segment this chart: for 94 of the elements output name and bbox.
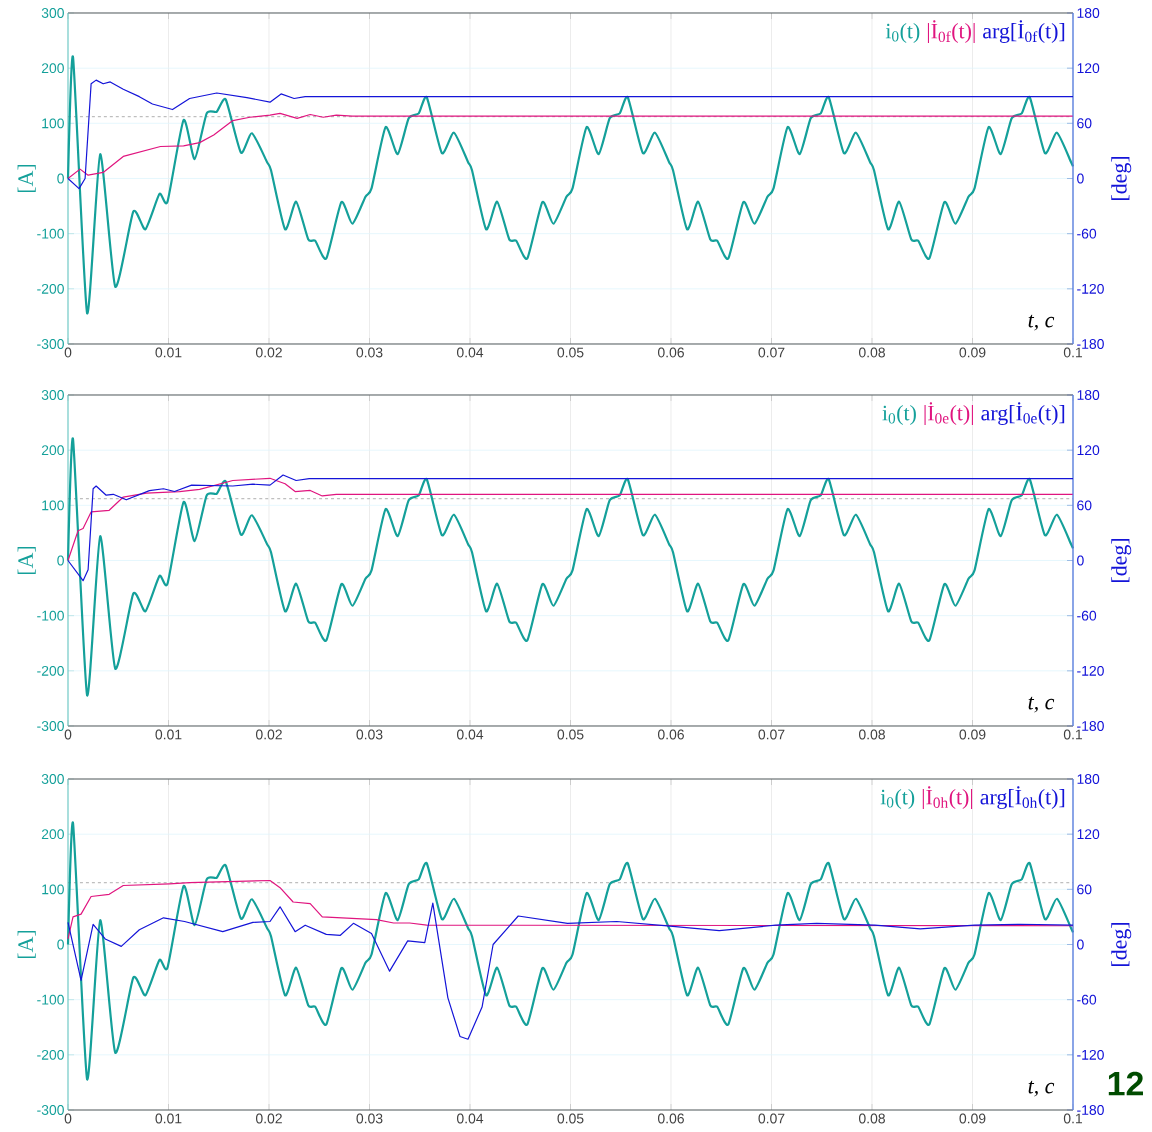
y-tick-label: -300 bbox=[37, 721, 64, 731]
y-tick-label: 100 bbox=[42, 118, 64, 129]
text: arg[İ$_{0e}$(t)] bbox=[981, 402, 1065, 425]
x-tick-label: 0.04 bbox=[456, 1113, 484, 1124]
y-tick-label: 200 bbox=[41, 829, 64, 840]
y-tick-label: -100 bbox=[37, 994, 64, 1005]
y2-tick-label: -180 bbox=[1077, 721, 1104, 731]
y-axis-title: [A] bbox=[17, 164, 36, 193]
y-tick-label: 0 bbox=[57, 555, 64, 566]
y2-tick-label: 60 bbox=[1077, 884, 1092, 895]
y-tick-label: 200 bbox=[41, 445, 64, 456]
text: i$_{0}$(t) bbox=[885, 23, 920, 43]
x-tick-label: 0.05 bbox=[557, 347, 584, 358]
y2-axis-title: [deg] bbox=[1111, 156, 1132, 200]
text: |İ$_{0e}$(t)| bbox=[924, 402, 973, 425]
y-tick-label: -300 bbox=[37, 339, 64, 349]
y2-tick-label: -120 bbox=[1077, 283, 1104, 294]
x-tick-label: 0.04 bbox=[456, 729, 484, 740]
y-tick-label: -200 bbox=[37, 1049, 64, 1060]
text: i$_{0}$(t) bbox=[880, 789, 915, 809]
x-tick-label: 0 bbox=[64, 1113, 72, 1124]
x-tick-label: 0.07 bbox=[758, 347, 785, 358]
text: |İ$_{0h}$(t)| bbox=[922, 786, 973, 809]
x-tick-label: 0.04 bbox=[456, 347, 484, 358]
x-tick-label: 0.05 bbox=[557, 1113, 584, 1124]
y2-tick-label: 60 bbox=[1077, 118, 1092, 129]
text: 12 bbox=[1108, 1071, 1143, 1096]
y-tick-label: -200 bbox=[37, 665, 64, 676]
y2-tick-label: 0 bbox=[1077, 173, 1084, 184]
y2-tick-label: 120 bbox=[1077, 829, 1100, 840]
y-tick-label: -200 bbox=[37, 283, 64, 294]
text: |İ$_{0f}$(t)| bbox=[927, 20, 975, 43]
x-tick-label: 0.01 bbox=[155, 729, 182, 740]
y-tick-label: 200 bbox=[41, 63, 64, 74]
text: i$_{0}$(t) bbox=[882, 405, 916, 425]
y2-axis-title: [deg] bbox=[1111, 923, 1132, 966]
x-tick-label: 0.03 bbox=[356, 1113, 383, 1124]
x-tick-label: 0.09 bbox=[959, 347, 986, 358]
y-tick-label: 0 bbox=[57, 173, 64, 184]
y2-tick-label: 0 bbox=[1077, 939, 1084, 950]
x-axis-title: t, c bbox=[1028, 1080, 1055, 1097]
y2-axis-title: [deg] bbox=[1111, 539, 1132, 582]
y2-tick-label: -180 bbox=[1077, 1105, 1104, 1115]
x-tick-label: 0.01 bbox=[155, 1113, 182, 1124]
x-tick-label: 0.08 bbox=[858, 347, 885, 358]
y2-tick-label: 180 bbox=[1077, 390, 1100, 400]
x-tick-label: 0.02 bbox=[255, 347, 282, 358]
y-tick-label: 100 bbox=[42, 884, 64, 895]
x-tick-label: 0.06 bbox=[657, 347, 684, 358]
x-tick-label: 0.07 bbox=[758, 1113, 785, 1124]
y2-tick-label: -180 bbox=[1077, 339, 1104, 349]
y2-tick-label: -60 bbox=[1077, 994, 1097, 1005]
y-tick-label: 100 bbox=[42, 500, 64, 511]
x-tick-label: 0.07 bbox=[758, 729, 785, 740]
y2-tick-label: 120 bbox=[1077, 63, 1100, 74]
y2-tick-label: 60 bbox=[1077, 500, 1092, 511]
x-tick-label: 0.1 bbox=[1063, 729, 1083, 740]
x-tick-label: 0.02 bbox=[255, 1113, 282, 1124]
text: arg[İ$_{0f}$(t)] bbox=[983, 20, 1065, 43]
x-tick-label: 0.08 bbox=[858, 729, 885, 740]
x-tick-label: 0.09 bbox=[959, 1113, 986, 1124]
y2-tick-label: -120 bbox=[1077, 665, 1104, 676]
x-tick-label: 0.1 bbox=[1063, 347, 1083, 358]
x-tick-label: 0.06 bbox=[657, 1113, 684, 1124]
y-tick-label: -100 bbox=[37, 228, 64, 239]
x-axis-title: t, c bbox=[1028, 696, 1055, 713]
y-tick-label: 300 bbox=[41, 390, 64, 400]
y-tick-label: 300 bbox=[41, 8, 64, 18]
y2-tick-label: 120 bbox=[1077, 445, 1100, 456]
y2-tick-label: -120 bbox=[1077, 1049, 1104, 1060]
y-axis-title: [A] bbox=[17, 546, 36, 575]
x-tick-label: 0.03 bbox=[356, 729, 383, 740]
x-tick-label: 0.08 bbox=[858, 1113, 885, 1124]
x-tick-label: 0 bbox=[64, 729, 72, 740]
x-tick-label: 0.03 bbox=[356, 347, 383, 358]
text: arg[İ$_{0h}$(t)] bbox=[980, 786, 1065, 809]
y2-tick-label: 180 bbox=[1077, 774, 1100, 784]
y-axis-title: [A] bbox=[17, 930, 36, 959]
x-tick-label: 0 bbox=[64, 347, 72, 358]
x-tick-label: 0.09 bbox=[959, 729, 986, 740]
y2-tick-label: -60 bbox=[1077, 228, 1097, 239]
x-tick-label: 0.05 bbox=[557, 729, 584, 740]
x-tick-label: 0.06 bbox=[657, 729, 684, 740]
y2-tick-label: -60 bbox=[1077, 610, 1097, 621]
x-tick-label: 0.1 bbox=[1063, 1113, 1083, 1124]
y-tick-label: -300 bbox=[37, 1105, 64, 1115]
y2-tick-label: 0 bbox=[1077, 555, 1084, 566]
y2-tick-label: 180 bbox=[1077, 8, 1100, 18]
x-tick-label: 0.01 bbox=[155, 347, 182, 358]
x-tick-label: 0.02 bbox=[255, 729, 282, 740]
y-tick-label: 300 bbox=[41, 774, 64, 784]
x-axis-title: t, c bbox=[1028, 314, 1055, 331]
y-tick-label: 0 bbox=[57, 939, 64, 950]
y-tick-label: -100 bbox=[37, 610, 64, 621]
